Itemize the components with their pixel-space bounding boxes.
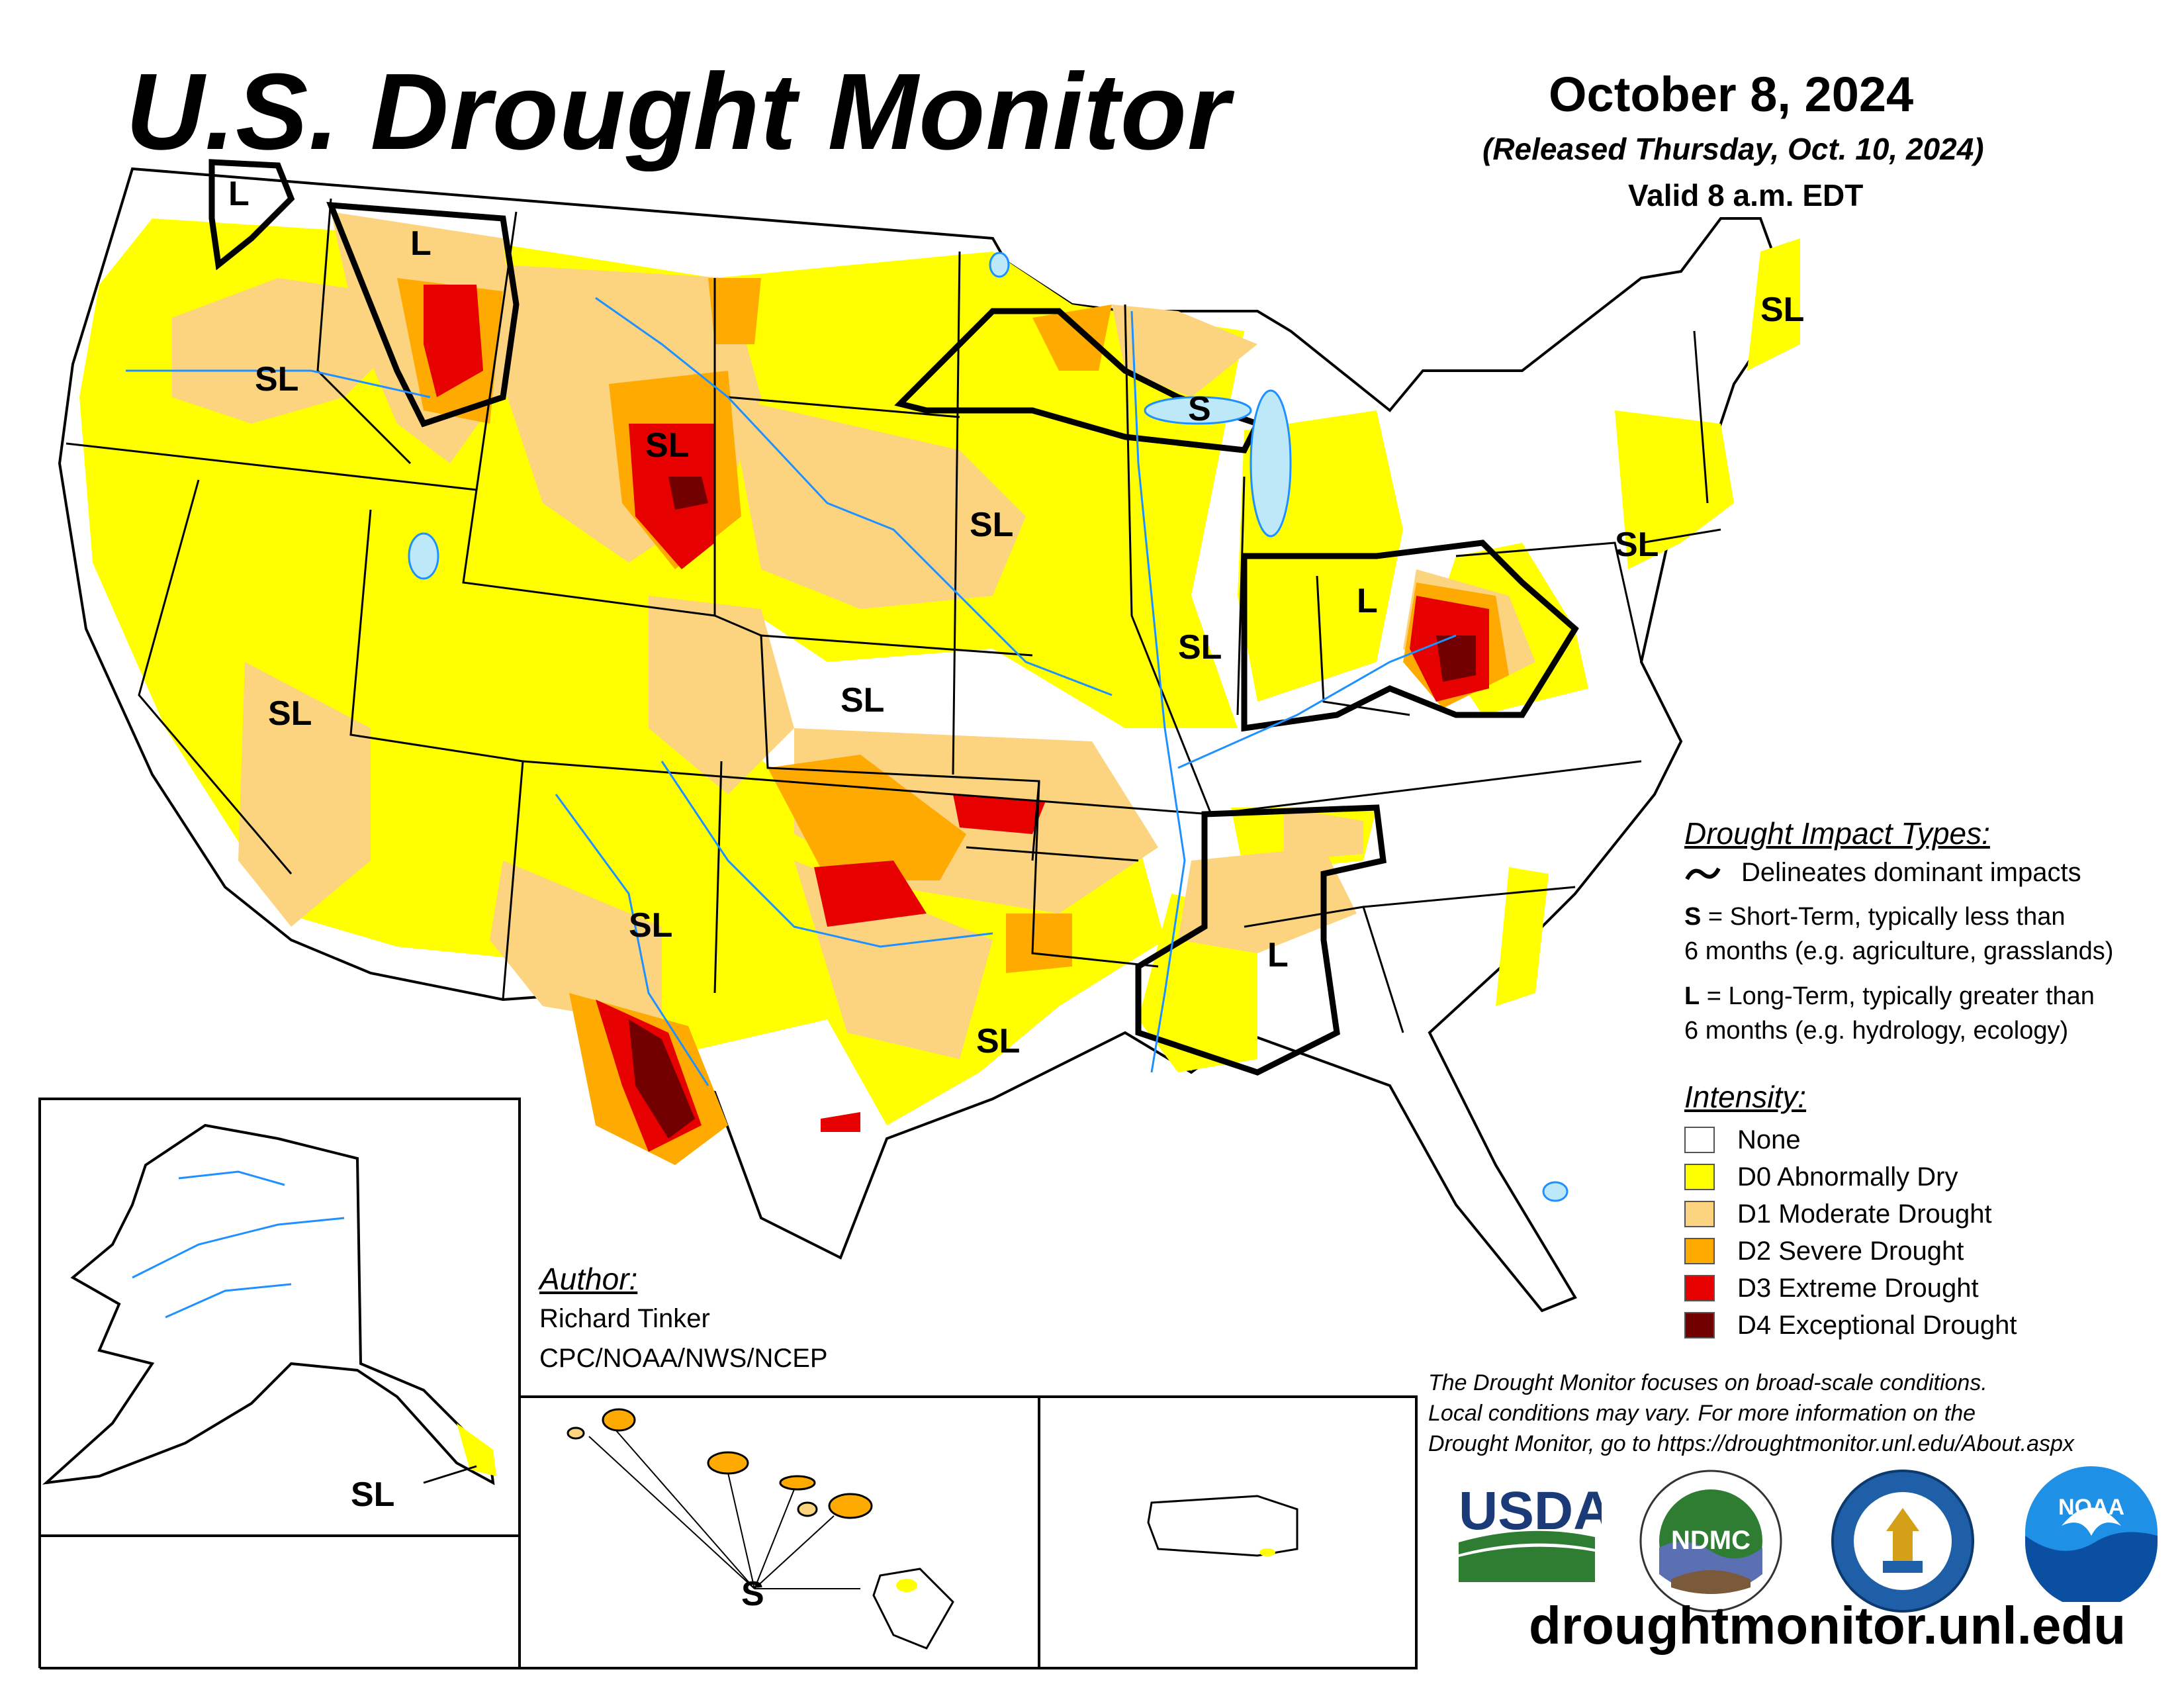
valid-time: Valid 8 a.m. EDT xyxy=(1628,178,1864,212)
intensity-heading: Intensity: xyxy=(1684,1080,1807,1114)
map-label-id-l: L xyxy=(410,224,432,263)
map-label-tx-sl: SL xyxy=(976,1022,1020,1060)
author-name: Richard Tinker xyxy=(539,1304,710,1333)
delineates-row: Delineates dominant impacts xyxy=(1684,858,2113,888)
noaa-logo[interactable]: NOAA xyxy=(2022,1463,2161,1602)
intensity-swatch xyxy=(1684,1275,1715,1301)
intensity-label: D3 Extreme Drought xyxy=(1737,1273,1979,1303)
alaska-inset-frame xyxy=(38,1098,521,1537)
ndmc-logo[interactable]: NDMC xyxy=(1638,1468,1784,1614)
map-label-or-sl: SL xyxy=(255,360,298,399)
d4-exceptional-drought-areas xyxy=(629,477,1476,1139)
map-label-ny-sl: SL xyxy=(1615,526,1659,564)
intensity-label: D4 Exceptional Drought xyxy=(1737,1310,2017,1340)
intensity-label: D1 Moderate Drought xyxy=(1737,1199,1992,1229)
map-label-ks-sl: SL xyxy=(841,681,884,720)
author-heading: Author: xyxy=(539,1262,638,1296)
intensity-row: None xyxy=(1684,1121,2017,1158)
disclaimer-line1: The Drought Monitor focuses on broad-sca… xyxy=(1428,1370,1987,1395)
map-label-nv-sl: SL xyxy=(268,694,312,733)
impact-boundaries xyxy=(208,159,1579,1076)
map-label-hi-s: S xyxy=(741,1575,764,1613)
alaska-d0-area xyxy=(457,1423,496,1476)
intensity-label: D0 Abnormally Dry xyxy=(1737,1162,1958,1192)
svg-text:NOAA: NOAA xyxy=(2058,1495,2124,1520)
lakes xyxy=(408,252,1569,1202)
map-label-wy-sl: SL xyxy=(645,426,689,465)
disclaimer: The Drought Monitor focuses on broad-sca… xyxy=(1428,1368,2183,1459)
map-label-oh-l: L xyxy=(1357,582,1378,620)
intensity-row: D3 Extreme Drought xyxy=(1684,1270,2017,1307)
intensity-row: D2 Severe Drought xyxy=(1684,1233,2017,1270)
commerce-logo[interactable] xyxy=(1830,1468,1976,1614)
short-term-line2: 6 months (e.g. agriculture, grasslands) xyxy=(1684,937,2114,965)
puerto-rico-landmass xyxy=(1147,1495,1298,1557)
short-term-line1: = Short-Term, typically less than xyxy=(1701,903,2066,931)
state-borders xyxy=(66,198,1721,1033)
rivers xyxy=(126,297,1457,1086)
impact-types-legend: Drought Impact Types: Delineates dominan… xyxy=(1684,816,2113,1048)
short-term-code: S xyxy=(1684,903,1702,931)
hawaii-leader-lines xyxy=(588,1429,860,1589)
puerto-rico-inset-frame xyxy=(1038,1395,1418,1669)
impact-line-icon xyxy=(1685,867,1721,880)
impact-types-heading: Drought Impact Types: xyxy=(1684,816,1990,851)
intensity-swatch xyxy=(1684,1238,1715,1264)
usda-logo[interactable]: USDA xyxy=(1456,1483,1602,1582)
map-label-mn-s: S xyxy=(1188,390,1211,428)
map-label-ak-sl: SL xyxy=(351,1476,394,1514)
release-date: (Released Thursday, Oct. 10, 2024) xyxy=(1482,132,1984,166)
long-term-line1: = Long-Term, typically greater than xyxy=(1700,982,2095,1010)
map-label-sd-sl: SL xyxy=(970,506,1013,544)
intensity-label: None xyxy=(1737,1125,1801,1154)
hawaii-inset-frame xyxy=(518,1395,1040,1669)
long-term-desc: L = Long-Term, typically greater than 6 … xyxy=(1684,979,2113,1048)
map-date: October 8, 2024 xyxy=(1549,67,1914,122)
svg-text:NDMC: NDMC xyxy=(1671,1526,1751,1555)
author-org: CPC/NOAA/NWS/NCEP xyxy=(539,1344,828,1373)
disclaimer-line3: Drought Monitor, go to https://droughtmo… xyxy=(1428,1431,2074,1456)
disclaimer-line2: Local conditions may vary. For more info… xyxy=(1428,1401,1976,1426)
intensity-row: D4 Exceptional Drought xyxy=(1684,1307,2017,1344)
map-label-ms-l: L xyxy=(1267,936,1289,974)
map-label-wa-l: L xyxy=(228,175,250,213)
website-link[interactable]: droughtmonitor.unl.edu xyxy=(1529,1596,2126,1655)
intensity-swatch xyxy=(1684,1164,1715,1190)
map-label-me-sl: SL xyxy=(1760,291,1804,329)
intensity-swatch xyxy=(1684,1127,1715,1153)
intensity-row: D0 Abnormally Dry xyxy=(1684,1158,2017,1196)
delineates-label: Delineates dominant impacts xyxy=(1741,858,2081,887)
intensity-swatch xyxy=(1684,1201,1715,1227)
intensity-label: D2 Severe Drought xyxy=(1737,1236,1964,1266)
hawaii-islands xyxy=(567,1408,954,1650)
alaska-rivers xyxy=(132,1170,345,1319)
map-label-nm-sl: SL xyxy=(629,906,672,945)
page-title: U.S. Drought Monitor xyxy=(126,51,1230,172)
intensity-row: D1 Moderate Drought xyxy=(1684,1196,2017,1233)
short-term-desc: S = Short-Term, typically less than 6 mo… xyxy=(1684,900,2113,968)
long-term-line2: 6 months (e.g. hydrology, ecology) xyxy=(1684,1017,2069,1045)
intensity-swatch xyxy=(1684,1312,1715,1338)
alaska-landmass xyxy=(42,1123,495,1485)
map-label-il-sl: SL xyxy=(1178,628,1222,667)
intensity-legend: Intensity: None D0 Abnormally Dry D1 Moder… xyxy=(1684,1079,2017,1344)
long-term-code: L xyxy=(1684,982,1700,1010)
